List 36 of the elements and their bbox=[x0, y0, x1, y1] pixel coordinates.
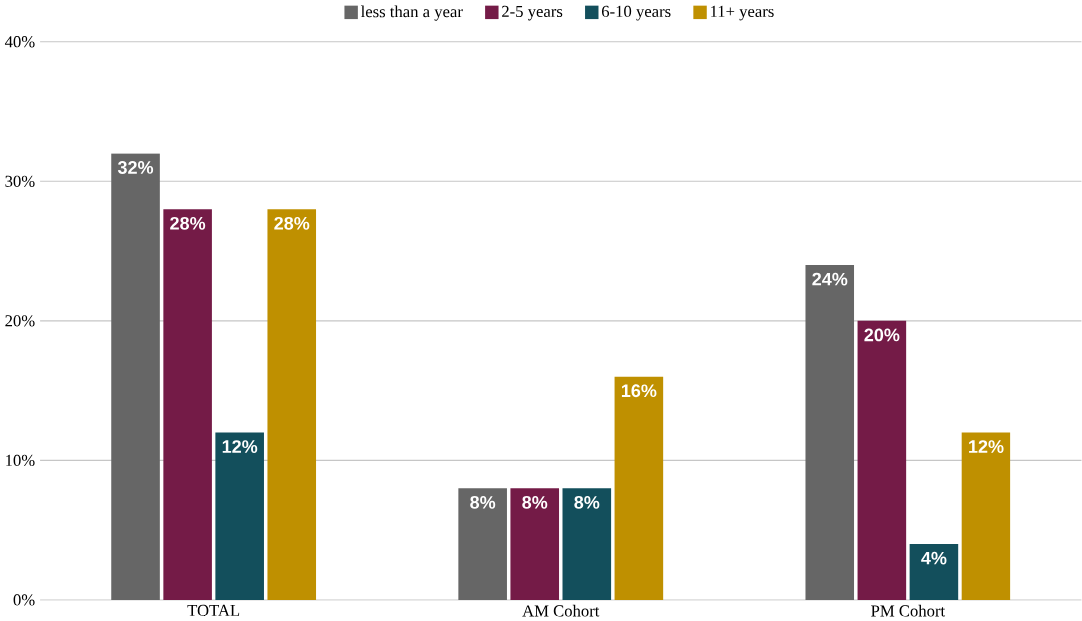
bar bbox=[562, 488, 612, 600]
bar bbox=[111, 153, 160, 600]
data-label: 4% bbox=[921, 551, 947, 565]
bar bbox=[961, 432, 1011, 600]
data-label: 12% bbox=[969, 440, 1004, 453]
y-tick-label: 0% bbox=[13, 594, 35, 606]
data-label: 8% bbox=[522, 495, 548, 509]
x-tick-label: TOTAL bbox=[187, 604, 240, 616]
legend-label: 2-5 years bbox=[502, 5, 563, 21]
bar bbox=[215, 432, 264, 600]
bar bbox=[267, 209, 317, 600]
data-label: 8% bbox=[574, 495, 600, 509]
x-tick-label: PM Cohort bbox=[871, 604, 946, 617]
x-tick-label: AM Cohort bbox=[522, 604, 600, 617]
y-tick-label: 10% bbox=[6, 454, 35, 466]
bar bbox=[909, 544, 959, 600]
data-label: 12% bbox=[222, 440, 258, 453]
legend-label: 6-10 years bbox=[601, 5, 671, 21]
bar bbox=[614, 376, 664, 600]
bar bbox=[510, 488, 560, 600]
data-label: 24% bbox=[812, 272, 848, 286]
data-label: 28% bbox=[170, 216, 206, 230]
bar bbox=[163, 209, 212, 600]
bar bbox=[458, 488, 507, 600]
legend-label: 11+ years bbox=[711, 5, 774, 21]
data-label: 16% bbox=[621, 384, 657, 398]
legend-label: less than a year bbox=[360, 5, 463, 21]
y-tick-label: 40% bbox=[4, 36, 35, 48]
bar bbox=[805, 264, 855, 600]
data-label: 20% bbox=[864, 328, 900, 342]
data-label: 32% bbox=[117, 160, 154, 174]
bar bbox=[857, 320, 907, 600]
data-label: 8% bbox=[470, 495, 496, 509]
y-tick-label: 20% bbox=[5, 315, 35, 327]
data-label: 28% bbox=[274, 216, 310, 230]
y-tick-label: 30% bbox=[5, 175, 35, 187]
